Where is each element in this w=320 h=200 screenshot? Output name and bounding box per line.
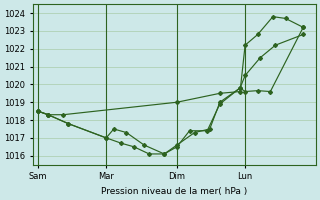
X-axis label: Pression niveau de la mer( hPa ): Pression niveau de la mer( hPa ) [101, 187, 247, 196]
